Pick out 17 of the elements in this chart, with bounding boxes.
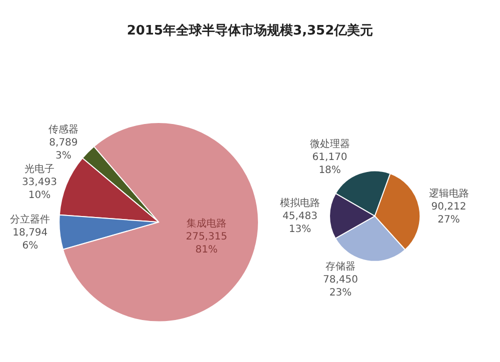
slice-label: 分立器件: [10, 214, 50, 226]
slice-label: 传感器: [48, 124, 78, 136]
slice-label: 逻辑电路: [428, 188, 469, 200]
data-label: 78,450 23%: [323, 274, 358, 298]
data-label: 18,794 6%: [12, 228, 48, 252]
data-label: 45,483 13%: [282, 210, 318, 235]
slice-label: 存储器: [326, 260, 356, 272]
slice-label: 集成电路: [186, 217, 227, 230]
data-label: 61,170 18%: [312, 152, 348, 176]
data-label: 90,212 27%: [431, 202, 466, 226]
slice-label: 光电子: [24, 162, 54, 175]
slice-label: 微处理器: [310, 138, 350, 150]
data-label: 275,315 81%: [186, 231, 228, 256]
data-label: 33,493 10%: [22, 176, 57, 201]
data-label: 8,789 3%: [49, 138, 78, 162]
chart-title: 2015年全球半导体市场规模3,352亿美元: [126, 22, 374, 38]
slice-label: 模拟电路: [280, 196, 320, 209]
